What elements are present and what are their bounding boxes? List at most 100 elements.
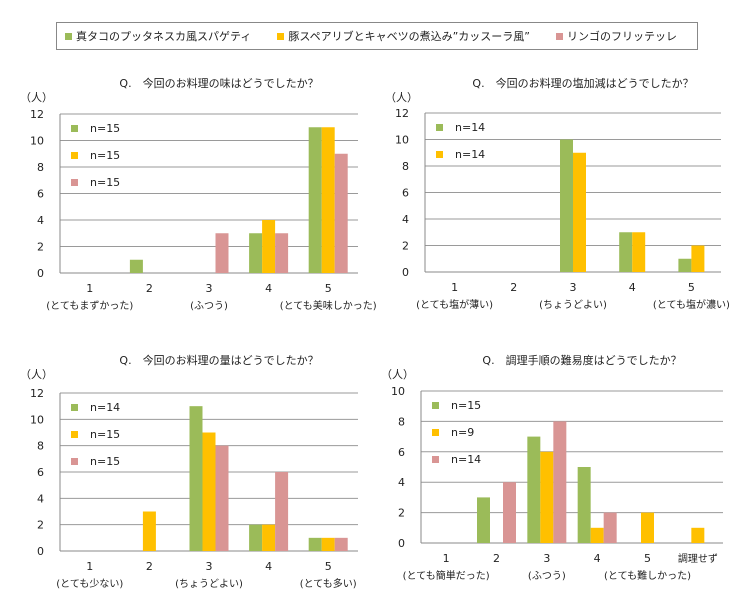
n-label: n=15 [90, 428, 120, 441]
bar [215, 445, 229, 551]
x-tick-label: 1 [86, 560, 93, 573]
y-tick-label: 10 [395, 134, 409, 147]
bar [202, 432, 216, 551]
bar [142, 511, 156, 551]
y-tick-label: 4 [398, 476, 405, 489]
n-label: n=15 [90, 122, 120, 135]
bar [321, 537, 335, 551]
x-tick-label: 3 [206, 282, 213, 295]
n-label: n=14 [455, 121, 485, 134]
legend-item-pasta: 真タコのプッタネスカ風スパゲティ [65, 28, 251, 44]
x-tick-label: 2 [146, 282, 153, 295]
bar [275, 472, 289, 551]
bar [308, 537, 322, 551]
n-marker [71, 404, 78, 411]
y-tick-label: 8 [398, 415, 405, 428]
y-tick-label: 0 [37, 267, 44, 280]
n-label: n=15 [90, 455, 120, 468]
bar [678, 258, 692, 272]
y-axis-unit: （人） [20, 368, 53, 381]
bar [632, 232, 646, 272]
x-tick-note: (ふつう) [190, 300, 228, 312]
y-tick-label: 2 [398, 507, 405, 520]
n-marker [71, 152, 78, 159]
chart-legend: 真タコのプッタネスカ風スパゲティ 豚スペアリブとキャベツの煮込み”カッスーラ風”… [56, 22, 698, 50]
bar [262, 524, 276, 551]
bar [527, 436, 541, 543]
bar [553, 421, 567, 543]
legend-item-frittelle: リンゴのフリッテッレ [555, 28, 677, 44]
x-tick-label: 4 [594, 552, 601, 565]
legend-label: 真タコのプッタネスカ風スパゲティ [76, 30, 252, 43]
y-tick-label: 0 [37, 545, 44, 558]
x-tick-label: 2 [493, 552, 500, 565]
n-marker [71, 458, 78, 465]
y-axis-unit: （人） [381, 368, 414, 381]
x-tick-label: 5 [325, 560, 332, 573]
bar [477, 497, 490, 543]
n-label: n=15 [90, 176, 120, 189]
x-tick-note: (ふつう) [528, 570, 566, 582]
n-marker [436, 124, 443, 131]
y-tick-label: 10 [30, 135, 44, 148]
y-tick-label: 12 [395, 107, 409, 120]
bar [691, 527, 705, 543]
x-tick-note: (とても難しかった) [604, 569, 691, 582]
x-tick-note: (ちょうどよい) [539, 299, 607, 311]
x-tick-label: 5 [644, 552, 651, 565]
x-tick-label: 1 [443, 552, 450, 565]
y-tick-label: 8 [37, 440, 44, 453]
x-tick-label: 5 [325, 282, 332, 295]
y-tick-label: 4 [37, 492, 44, 505]
bar [334, 537, 348, 551]
y-tick-label: 4 [37, 214, 44, 227]
x-tick-note: (とてもまずかった) [46, 300, 133, 312]
x-tick-label: 1 [86, 282, 93, 295]
y-tick-label: 2 [37, 519, 44, 532]
n-marker [71, 125, 78, 132]
legend-label: リンゴのフリッテッレ [566, 30, 677, 43]
bar [603, 512, 617, 543]
n-marker [71, 431, 78, 438]
bar [619, 232, 633, 272]
n-label: n=14 [451, 453, 481, 466]
y-tick-label: 12 [30, 387, 44, 400]
y-tick-label: 8 [402, 160, 409, 173]
y-tick-label: 2 [37, 241, 44, 254]
x-tick-label: 4 [265, 560, 272, 573]
legend-item-spareribs: 豚スペアリブとキャベツの煮込み”カッスーラ風” [277, 28, 530, 44]
y-tick-label: 12 [30, 108, 44, 121]
y-tick-label: 4 [402, 213, 409, 226]
legend-swatch [65, 32, 72, 40]
x-tick-label: 4 [265, 282, 272, 295]
y-tick-label: 0 [398, 537, 405, 550]
chart-title: Q. 調理手順の難易度はどうでしたか？ [482, 353, 681, 367]
bar [262, 220, 276, 273]
bar [577, 467, 591, 543]
bar [691, 245, 705, 272]
x-tick-label: 3 [543, 552, 550, 565]
n-label: n=15 [90, 149, 120, 162]
x-tick-label: 4 [629, 281, 636, 294]
x-tick-label: 3 [570, 281, 577, 294]
n-label: n=9 [451, 426, 474, 439]
n-label: n=14 [90, 401, 120, 414]
n-marker [432, 402, 439, 409]
y-tick-label: 2 [402, 240, 409, 253]
x-tick-label: 1 [451, 281, 458, 294]
bar [321, 127, 335, 273]
y-tick-label: 6 [398, 446, 405, 459]
y-axis-unit: （人） [385, 91, 418, 104]
bar [275, 233, 289, 273]
chart-title: Q. 今回のお料理の味はどうでしたか？ [119, 76, 318, 90]
legend-swatch [555, 32, 563, 40]
n-marker [436, 151, 443, 158]
bar [641, 512, 654, 543]
x-tick-label: 5 [688, 281, 695, 294]
x-tick-note: (ちょうどよい) [175, 578, 243, 590]
y-tick-label: 6 [37, 466, 44, 479]
x-tick-note: (とても美味しかった) [280, 299, 377, 312]
n-marker [432, 456, 439, 463]
bar [129, 259, 143, 273]
legend-label: 豚スペアリブとキャベツの煮込み”カッスーラ風” [288, 30, 530, 43]
